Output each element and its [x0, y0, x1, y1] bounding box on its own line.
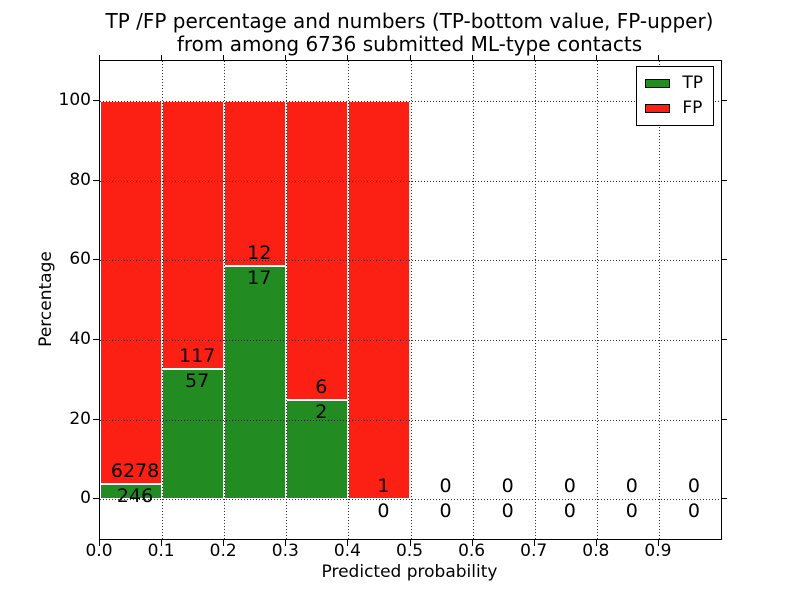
fp-count-label-bin-6: 0 — [501, 475, 514, 498]
x-tick-top-0.8 — [595, 55, 597, 60]
plot-area: 6278 246 117 57 12 17 6 2 1 0 0 0 0 0 0 0 0 0 0 0 TP FP — [99, 60, 722, 540]
tp-count-label-bin-8: 0 — [625, 500, 638, 523]
fp-color-swatch — [645, 104, 671, 113]
x-tick-bottom-0.1 — [161, 540, 163, 546]
chart-title-line-1: TP /FP percentage and numbers (TP-bottom… — [105, 9, 714, 33]
fp-count-label-bin-4: 1 — [377, 475, 390, 498]
tp-count-label-bin-7: 0 — [563, 500, 576, 523]
bars-layer — [100, 61, 721, 539]
x-tick-bottom-0.3 — [285, 540, 287, 546]
fp-count-label-bin-3: 6 — [315, 375, 328, 398]
x-tick-label-0.6: 0.6 — [458, 541, 486, 561]
x-tick-top-0.2 — [223, 55, 225, 60]
fp-count-label-bin-9: 0 — [687, 475, 700, 498]
gridline-x-0.1 — [162, 61, 164, 539]
tp-bar-segment-bin-1 — [162, 368, 225, 500]
x-tick-top-0.7 — [533, 55, 535, 60]
y-tick-label-40: 40 — [69, 328, 91, 349]
gridline-x-0.4 — [348, 61, 350, 539]
x-tick-bottom-0.4 — [347, 540, 349, 546]
legend-item-fp: FP — [645, 99, 703, 118]
x-tick-bottom-0.6 — [471, 540, 473, 546]
y-tick-right-20 — [722, 418, 727, 420]
x-tick-label-0.3: 0.3 — [271, 541, 299, 561]
x-tick-top-0.5 — [409, 55, 411, 60]
y-tick-left-60 — [93, 259, 99, 261]
gridline-x-0.2 — [224, 61, 226, 539]
x-tick-top-0.3 — [285, 55, 287, 60]
x-tick-bottom-0.7 — [533, 540, 535, 546]
legend: TP FP — [636, 66, 714, 126]
fp-count-label-bin-8: 0 — [625, 475, 638, 498]
y-tick-right-60 — [722, 259, 727, 261]
tp-count-label-bin-1: 57 — [185, 369, 210, 392]
gridline-x-0.5 — [410, 61, 412, 539]
fp-count-label-bin-1: 117 — [179, 344, 216, 367]
tp-count-label-bin-3: 2 — [315, 400, 328, 423]
x-tick-label-0.8: 0.8 — [582, 541, 610, 561]
x-tick-label-0.2: 0.2 — [209, 541, 237, 561]
x-tick-bottom-0.0 — [99, 540, 100, 546]
tp-count-label-bin-6: 0 — [501, 500, 514, 523]
tp-count-label-bin-5: 0 — [439, 500, 452, 523]
tp-count-label-bin-9: 0 — [687, 500, 700, 523]
y-tick-right-100 — [722, 99, 727, 101]
x-tick-top-0.9 — [657, 55, 659, 60]
fp-bar-segment-bin-1 — [162, 100, 225, 369]
y-tick-label-80: 80 — [69, 169, 91, 190]
y-tick-right-40 — [722, 338, 727, 340]
x-tick-label-0.4: 0.4 — [333, 541, 361, 561]
tp-count-label-bin-2: 17 — [247, 266, 272, 289]
y-tick-left-0 — [93, 498, 99, 500]
x-tick-bottom-0.2 — [223, 540, 225, 546]
x-tick-label-0.7: 0.7 — [520, 541, 548, 561]
annotations-layer: 6278 246 117 57 12 17 6 2 1 0 0 0 0 0 0 0 0 0 0 0 — [100, 61, 721, 539]
x-tick-bottom-0.8 — [595, 540, 597, 546]
x-tick-label-0.5: 0.5 — [395, 541, 424, 561]
y-tick-label-100: 100 — [58, 89, 91, 110]
fp-count-label-bin-2: 12 — [247, 241, 272, 264]
y-tick-right-80 — [722, 179, 727, 181]
gridline-x-0.9 — [658, 61, 660, 539]
tp-bar-segment-bin-0 — [100, 484, 163, 500]
x-tick-label-0.9: 0.9 — [644, 541, 672, 561]
grid-layer — [100, 61, 721, 539]
legend-item-tp: TP — [645, 74, 703, 93]
legend-label-tp: TP — [682, 73, 703, 93]
x-tick-top-0.0 — [99, 55, 100, 60]
fp-count-label-bin-5: 0 — [439, 475, 452, 498]
x-tick-bottom-0.9 — [657, 540, 659, 546]
gridline-x-0.8 — [596, 61, 598, 539]
x-tick-top-0.6 — [471, 55, 473, 60]
tp-count-label-bin-0: 246 — [116, 485, 154, 508]
gridline-x-0.3 — [286, 61, 288, 539]
chart-title: TP /FP percentage and numbers (TP-bottom… — [99, 10, 720, 56]
x-tick-top-0.1 — [161, 55, 163, 60]
x-tick-bottom-0.5 — [409, 540, 411, 546]
tp-count-label-bin-4: 0 — [377, 500, 390, 523]
y-tick-left-80 — [93, 179, 99, 181]
gridline-x-0.7 — [534, 61, 536, 539]
gridline-x-0.6 — [472, 61, 474, 539]
x-axis-label: Predicted probability — [321, 562, 498, 582]
y-tick-label-60: 60 — [69, 249, 91, 270]
fp-count-label-bin-7: 0 — [563, 475, 576, 498]
tp-color-swatch — [645, 79, 671, 88]
y-tick-left-20 — [93, 418, 99, 420]
tp-bar-segment-bin-3 — [286, 399, 349, 500]
y-tick-label-0: 0 — [80, 488, 91, 509]
legend-label-fp: FP — [682, 98, 703, 118]
y-tick-left-100 — [93, 99, 99, 101]
chart-title-line-2: from among 6736 submitted ML-type contac… — [176, 32, 643, 56]
y-tick-left-40 — [93, 338, 99, 340]
x-tick-label-0.1: 0.1 — [147, 541, 175, 561]
x-tick-top-0.4 — [347, 55, 349, 60]
y-tick-label-20: 20 — [69, 408, 91, 429]
x-tick-label-0.0: 0.0 — [85, 541, 113, 561]
fp-count-label-bin-0: 6278 — [110, 460, 160, 483]
y-tick-right-0 — [722, 498, 727, 500]
